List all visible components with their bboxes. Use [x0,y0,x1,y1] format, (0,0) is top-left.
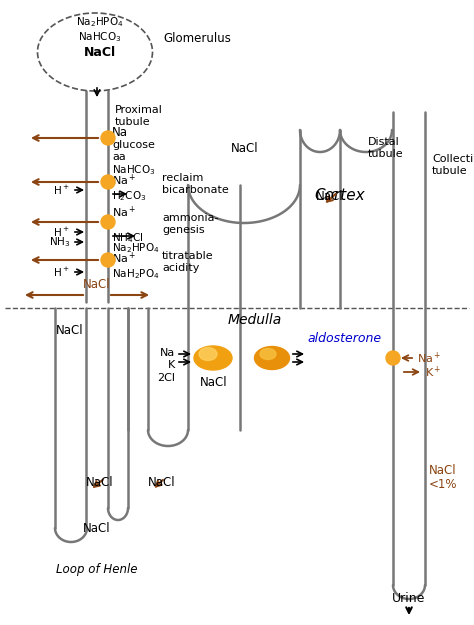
Text: NaCl: NaCl [84,46,116,59]
Text: H$_2$CO$_3$: H$_2$CO$_3$ [112,189,146,203]
Text: Medulla: Medulla [228,313,282,327]
Text: NaCl: NaCl [56,324,84,336]
Text: Cortex: Cortex [315,188,365,202]
Text: H$^+$: H$^+$ [54,226,70,239]
Text: NaCl: NaCl [316,189,344,202]
Text: K$^+$: K$^+$ [425,364,441,379]
Text: Na: Na [112,126,128,139]
Text: aa: aa [112,152,126,162]
Text: Na$^+$: Na$^+$ [112,251,137,266]
Text: Proximal
tubule: Proximal tubule [115,105,163,127]
Text: Na$^+$: Na$^+$ [417,351,441,366]
Text: titratable
acidity: titratable acidity [162,251,214,272]
Text: NaHCO$_3$: NaHCO$_3$ [78,30,122,44]
Text: NaCl: NaCl [86,476,114,489]
Text: NaCl: NaCl [429,464,456,476]
Text: Na
K
2Cl: Na K 2Cl [157,348,175,382]
Text: H$^+$: H$^+$ [54,184,70,196]
Text: Glomerulus: Glomerulus [163,31,231,44]
Circle shape [101,175,115,189]
Text: NH$_3$: NH$_3$ [49,235,70,249]
Text: glucose: glucose [112,140,155,150]
Text: NaCl: NaCl [200,376,228,389]
Text: ammonia-
genesis: ammonia- genesis [162,213,219,235]
Text: Collecting
tubule: Collecting tubule [432,154,474,176]
Text: NaCl: NaCl [83,521,111,534]
Circle shape [101,215,115,229]
Text: Na$_2$HPO$_4$: Na$_2$HPO$_4$ [76,15,124,29]
Circle shape [101,253,115,267]
Text: Urine: Urine [392,591,426,604]
Ellipse shape [260,349,276,359]
Text: Na$^+$: Na$^+$ [112,204,137,219]
Ellipse shape [194,346,232,370]
Text: NaCl: NaCl [148,476,176,489]
Ellipse shape [199,348,217,361]
Text: aldosterone: aldosterone [308,331,382,344]
Text: reclaim
bicarbonate: reclaim bicarbonate [162,173,229,195]
Text: H$^+$: H$^+$ [54,266,70,279]
Text: <1%: <1% [429,478,457,491]
Text: NaH$_2$PO$_4$: NaH$_2$PO$_4$ [112,267,160,281]
Text: Loop of Henle: Loop of Henle [56,564,138,576]
Ellipse shape [255,346,290,369]
Text: Distal
tubule: Distal tubule [368,138,404,159]
Text: NaCl: NaCl [83,279,111,291]
Text: Na$^+$: Na$^+$ [112,173,137,188]
Text: NaHCO$_3$: NaHCO$_3$ [112,163,155,177]
Text: Na$_2$HPO$_4$: Na$_2$HPO$_4$ [112,241,160,255]
Text: NH$_4$Cl: NH$_4$Cl [112,231,144,245]
Circle shape [386,351,400,365]
Text: NaCl: NaCl [231,141,259,154]
Circle shape [101,131,115,145]
